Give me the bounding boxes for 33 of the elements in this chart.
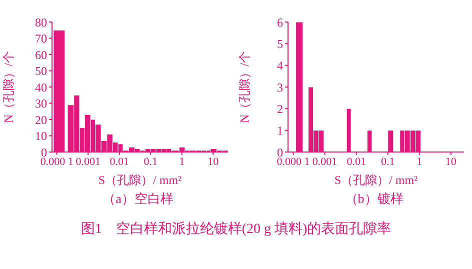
x-tick-label: 1 [179,156,185,168]
y-tick-label: 40 [35,80,47,94]
y-tick-label: 50 [35,64,47,78]
text: （b）镀样 [344,190,404,208]
y-tick-label: 80 [35,15,47,30]
y-tick-label: 1 [277,124,283,138]
x-tick-label: 0.01 [110,156,129,168]
x-tick-label: 0.000 1 [276,156,310,168]
x-tick-label: 1 [416,156,422,168]
y-axis-title: N（孔隙）/个 [237,51,252,123]
y-axis-title: N（孔隙）/个 [1,51,16,123]
y-tick-label: 30 [35,96,47,111]
y-tick-label: 4 [277,58,283,73]
y-tick-label: 20 [35,112,47,127]
x-tick-label: 0.001 [76,156,100,168]
x-tick-label: 0.1 [380,156,395,168]
x-tick-label: 0.1 [144,156,158,168]
x-axis-title: S（孔隙）/ mm² [334,173,418,187]
text: （a）空白样 [102,190,174,208]
y-tick-label: 5 [277,36,283,51]
x-tick-label: 0.01 [346,156,366,168]
x-tick-label: 10 [445,156,457,168]
y-tick-label: 70 [35,32,47,46]
x-tick-label: 0.001 [312,156,338,168]
x-tick-label: 0.000 1 [40,156,74,168]
caption: 图1 空白样和派拉纶镀样(20 g 填料)的表面孔隙率 [80,220,392,238]
y-tick-label: 10 [35,129,47,144]
x-axis-title: S（孔隙）/ mm² [98,173,182,187]
y-tick-label: 60 [35,48,47,62]
y-tick-label: 6 [277,15,283,30]
x-tick-label: 10 [208,156,220,168]
y-tick-label: 2 [277,102,283,116]
y-tick-label: 3 [277,80,283,94]
